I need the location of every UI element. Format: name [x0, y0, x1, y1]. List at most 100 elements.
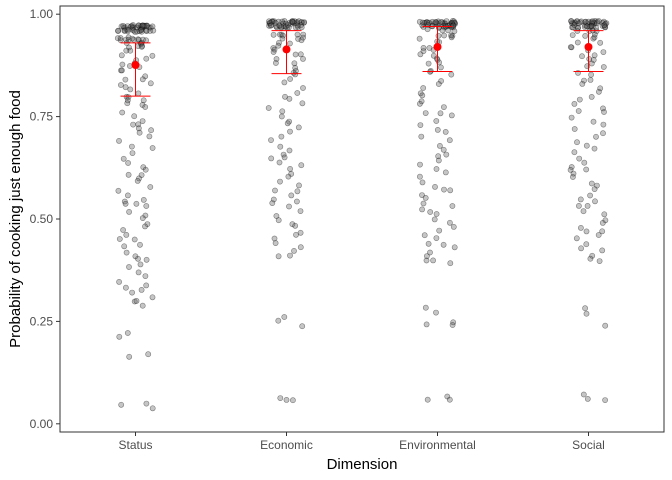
data-point	[289, 19, 296, 26]
data-point	[600, 49, 607, 55]
data-point	[266, 20, 273, 27]
data-point	[288, 192, 295, 199]
data-point	[140, 36, 146, 43]
data-point	[282, 93, 288, 100]
data-point	[291, 60, 298, 67]
data-point	[422, 19, 429, 26]
data-point	[148, 127, 154, 134]
data-point	[119, 61, 126, 68]
data-point	[420, 48, 427, 54]
y-tick-label: 0.25	[30, 314, 54, 328]
data-point	[266, 18, 272, 25]
data-point	[120, 24, 127, 31]
data-point	[149, 294, 156, 301]
data-point	[144, 22, 150, 29]
data-point	[300, 85, 306, 91]
data-point	[138, 286, 145, 293]
data-point	[416, 100, 423, 107]
data-point	[298, 19, 304, 26]
data-point	[419, 179, 426, 186]
data-point	[275, 42, 282, 49]
data-point	[568, 18, 575, 25]
data-point	[602, 24, 609, 31]
data-point	[129, 26, 136, 33]
data-point	[142, 212, 149, 219]
data-point	[588, 23, 594, 30]
data-point	[129, 289, 135, 296]
data-point	[570, 174, 576, 180]
x-tick-label: Status	[118, 438, 152, 452]
data-point	[594, 20, 601, 27]
y-tick-label: 0.00	[30, 417, 54, 431]
data-point	[142, 223, 148, 230]
data-point	[288, 170, 295, 177]
data-point	[581, 77, 587, 84]
data-point	[135, 90, 142, 97]
data-point	[282, 23, 289, 30]
data-point	[120, 227, 126, 233]
data-point	[297, 244, 304, 251]
data-point	[286, 118, 292, 125]
data-point	[121, 198, 128, 205]
data-point	[574, 18, 580, 25]
data-point	[417, 161, 423, 168]
data-point	[574, 139, 580, 146]
data-point	[267, 22, 274, 29]
x-tick-label: Economic	[260, 438, 313, 452]
data-point	[294, 19, 300, 25]
data-point	[126, 208, 133, 215]
data-point	[423, 257, 430, 264]
data-point	[425, 60, 432, 67]
data-point	[426, 19, 433, 26]
y-axis-title: Probability of cooking just enough food	[7, 90, 24, 348]
data-point	[575, 108, 582, 114]
data-point	[451, 28, 458, 35]
data-point	[286, 19, 293, 26]
data-point	[448, 32, 454, 39]
data-point	[442, 169, 449, 176]
data-point	[125, 160, 132, 166]
data-point	[279, 108, 286, 115]
data-point	[439, 27, 446, 34]
data-point	[588, 180, 595, 187]
data-point	[438, 19, 445, 25]
data-point	[449, 203, 456, 209]
data-point	[594, 182, 600, 189]
data-point	[572, 20, 578, 27]
data-point	[283, 23, 289, 30]
data-point	[130, 36, 137, 43]
data-point	[567, 44, 574, 50]
data-point	[143, 27, 150, 34]
data-point	[293, 231, 299, 238]
data-point	[281, 79, 288, 86]
data-point	[593, 133, 599, 140]
x-tick-label: Environmental	[399, 438, 476, 452]
data-point	[582, 22, 589, 29]
data-point	[146, 133, 153, 140]
data-point	[122, 84, 129, 91]
data-point	[440, 22, 447, 29]
data-point	[420, 85, 427, 91]
data-point	[417, 122, 424, 128]
data-point	[141, 22, 148, 29]
data-point	[423, 321, 430, 328]
data-point	[435, 81, 442, 87]
data-point	[300, 31, 307, 38]
data-point	[118, 67, 124, 74]
data-point	[439, 19, 445, 25]
data-point	[578, 18, 585, 25]
data-point	[422, 194, 429, 201]
data-point	[126, 44, 132, 51]
data-point	[115, 28, 121, 34]
data-point	[130, 22, 136, 28]
data-point	[583, 310, 590, 317]
data-point	[433, 19, 440, 26]
data-point	[589, 18, 596, 24]
data-point	[139, 118, 146, 124]
data-point	[451, 18, 457, 25]
data-point	[447, 260, 454, 267]
data-point	[138, 28, 145, 35]
data-point	[440, 146, 447, 153]
data-point	[271, 46, 278, 53]
data-point	[115, 27, 122, 34]
